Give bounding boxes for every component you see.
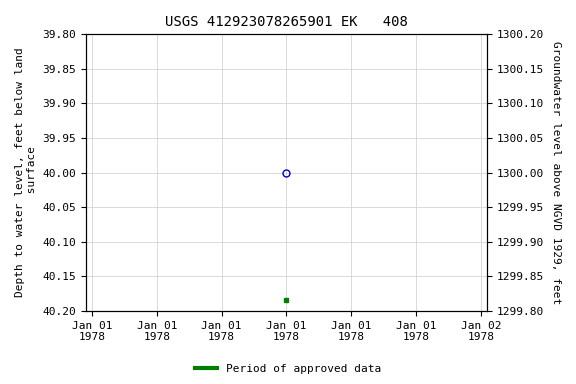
Y-axis label: Groundwater level above NGVD 1929, feet: Groundwater level above NGVD 1929, feet [551,41,561,304]
Title: USGS 412923078265901 EK   408: USGS 412923078265901 EK 408 [165,15,408,29]
Y-axis label: Depth to water level, feet below land
 surface: Depth to water level, feet below land su… [15,48,37,298]
Legend: Period of approved data: Period of approved data [191,359,385,379]
